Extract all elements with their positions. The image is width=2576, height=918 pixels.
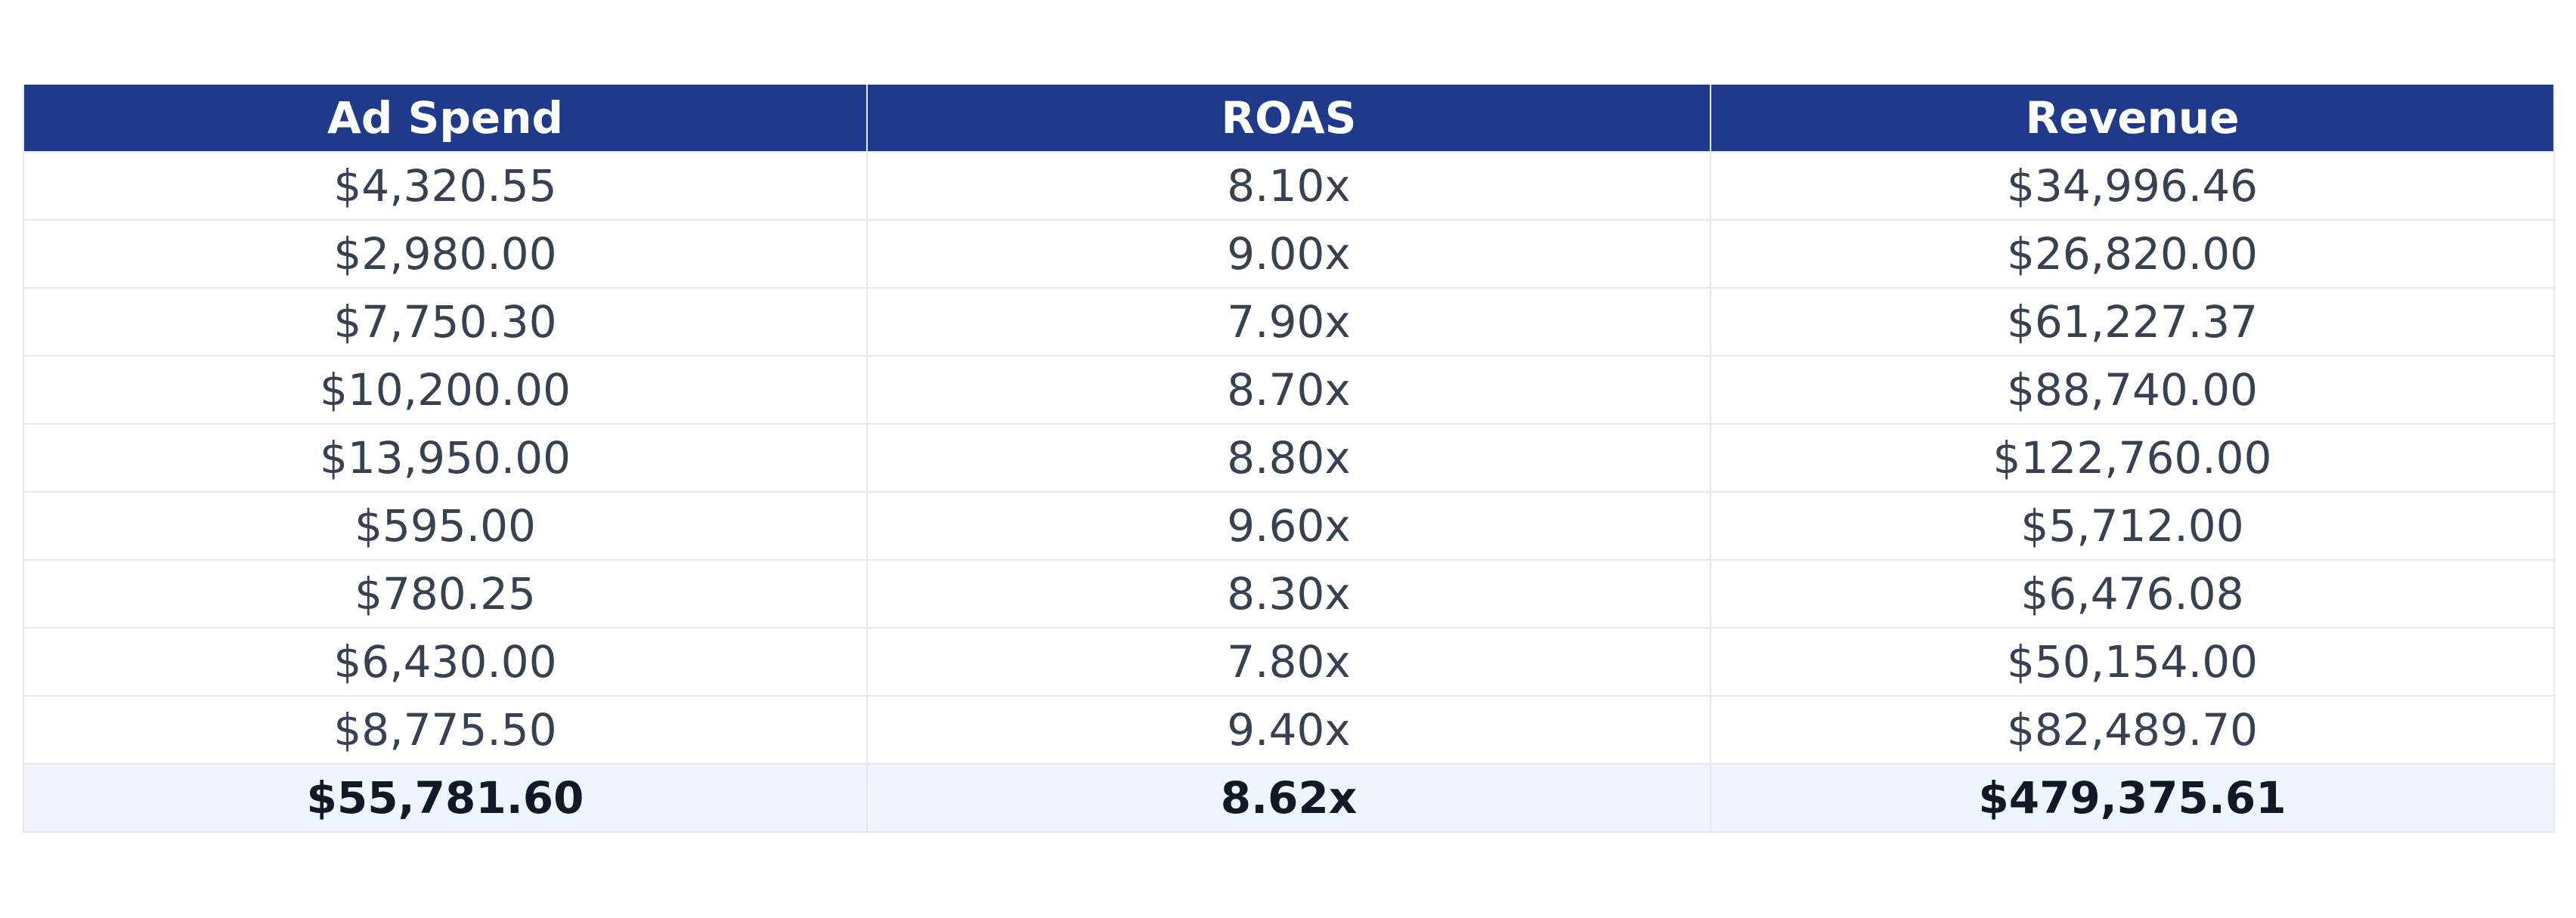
table-cell: $5,712.00: [1710, 491, 2555, 561]
total-cell-revenue: $479,375.61: [1710, 763, 2555, 833]
table-cell: 8.30x: [866, 559, 1711, 629]
table-cell: $88,740.00: [1710, 355, 2555, 425]
total-cell-roas: 8.62x: [866, 763, 1711, 833]
table-row: $6,430.00 7.80x $50,154.00: [23, 627, 2555, 697]
total-row: $55,781.60 8.62x $479,375.61: [23, 763, 2555, 833]
table-cell: $122,760.00: [1710, 423, 2555, 493]
table-row: $780.25 8.30x $6,476.08: [23, 559, 2555, 629]
table-cell: $6,430.00: [23, 627, 868, 697]
ad-performance-table: Ad Spend ROAS Revenue $4,320.55 8.10x $3…: [23, 85, 2555, 833]
header-cell-revenue: Revenue: [1710, 85, 2555, 152]
table-cell: $780.25: [23, 559, 868, 629]
table-cell: 9.40x: [866, 695, 1711, 765]
table-cell: $595.00: [23, 491, 868, 561]
table-cell: $6,476.08: [1710, 559, 2555, 629]
table-cell: 7.80x: [866, 627, 1711, 697]
header-cell-ad-spend: Ad Spend: [23, 85, 868, 152]
table-cell: $82,489.70: [1710, 695, 2555, 765]
data-table-container: Ad Spend ROAS Revenue $4,320.55 8.10x $3…: [23, 85, 2555, 833]
table-row: $7,750.30 7.90x $61,227.37: [23, 287, 2555, 357]
table-cell: $4,320.55: [23, 151, 868, 221]
table-cell: $50,154.00: [1710, 627, 2555, 697]
table-cell: $26,820.00: [1710, 219, 2555, 289]
table-cell: $61,227.37: [1710, 287, 2555, 357]
total-cell-ad-spend: $55,781.60: [23, 763, 868, 833]
table-cell: 8.10x: [866, 151, 1711, 221]
header-row: Ad Spend ROAS Revenue: [23, 85, 2555, 152]
table-cell: $34,996.46: [1710, 151, 2555, 221]
header-cell-roas: ROAS: [866, 85, 1711, 152]
table-cell: 9.60x: [866, 491, 1711, 561]
table-cell: $13,950.00: [23, 423, 868, 493]
table-cell: $7,750.30: [23, 287, 868, 357]
table-cell: 9.00x: [866, 219, 1711, 289]
table-row: $8,775.50 9.40x $82,489.70: [23, 695, 2555, 765]
table-cell: $10,200.00: [23, 355, 868, 425]
table-cell: $2,980.00: [23, 219, 868, 289]
table-cell: $8,775.50: [23, 695, 868, 765]
table-cell: 8.80x: [866, 423, 1711, 493]
table-cell: 7.90x: [866, 287, 1711, 357]
table-row: $2,980.00 9.00x $26,820.00: [23, 219, 2555, 289]
table-row: $4,320.55 8.10x $34,996.46: [23, 151, 2555, 221]
table-row: $10,200.00 8.70x $88,740.00: [23, 355, 2555, 425]
table-row: $595.00 9.60x $5,712.00: [23, 491, 2555, 561]
table-row: $13,950.00 8.80x $122,760.00: [23, 423, 2555, 493]
table-cell: 8.70x: [866, 355, 1711, 425]
